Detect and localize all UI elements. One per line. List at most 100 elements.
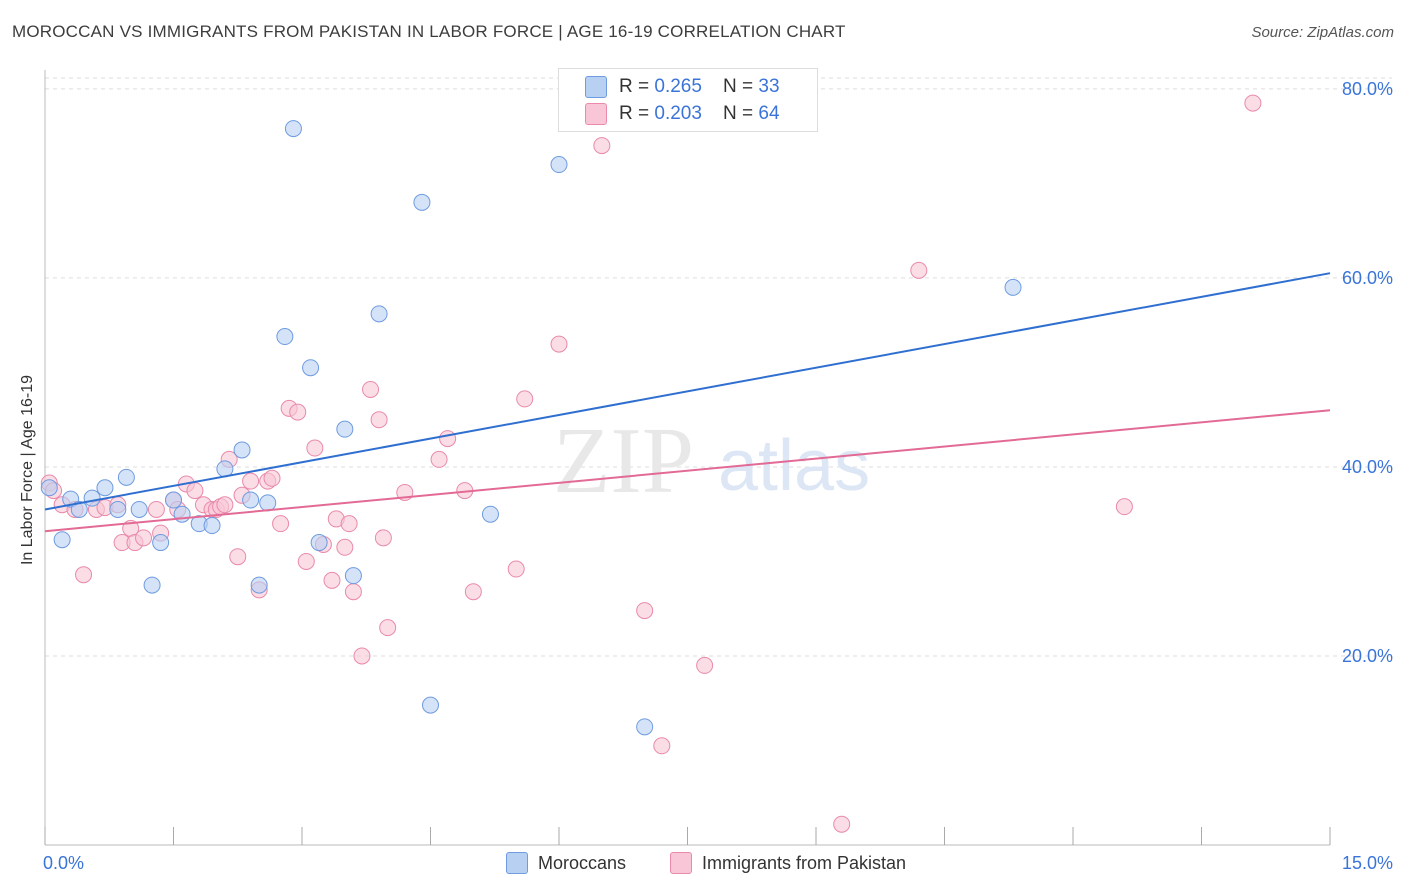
data-point [696,656,714,674]
source-credit: Source: ZipAtlas.com [1251,24,1394,41]
data-point [550,335,568,353]
data-point [130,500,148,518]
stats-row-moroccans: R = 0.265 N = 33 [585,75,780,99]
legend-label: Immigrants from Pakistan [702,852,907,873]
data-point [439,430,457,448]
data-point [636,718,654,736]
legend-item-moroccans[interactable]: Moroccans [506,852,626,874]
data-point [109,500,127,518]
data-point [284,120,302,138]
data-point [507,560,525,578]
data-point [147,500,165,518]
data-point [272,515,290,533]
data-point [374,529,392,547]
data-point [636,602,654,620]
chart-title: MOROCCAN VS IMMIGRANTS FROM PAKISTAN IN … [12,22,846,41]
data-point [340,515,358,533]
data-point [1115,498,1133,516]
data-point [276,328,294,346]
data-point [250,576,268,594]
pakistan-points [40,94,1262,833]
data-point [833,815,851,833]
data-point [550,156,568,174]
data-point [353,647,371,665]
r-label: R = [619,103,655,124]
data-point [263,469,281,487]
data-point [323,571,341,589]
data-point [259,494,277,512]
n-label: N = [723,103,759,124]
data-point [1004,278,1022,296]
moroccans-swatch [585,76,607,98]
legend-item-pakistan[interactable]: Immigrants from Pakistan [670,852,906,874]
data-point [336,420,354,438]
moroccans-points [40,120,1022,736]
data-point [430,450,448,468]
data-point [370,305,388,323]
data-point [229,548,247,566]
y-tick-label: 20.0% [1342,646,1393,666]
pakistan-swatch [670,852,692,874]
data-point [306,439,324,457]
r-label: R = [619,76,655,97]
ticks [44,827,1331,845]
tick-labels: 20.0% 40.0% 60.0% 80.0% 0.0% 15.0% [43,79,1393,873]
pakistan-swatch [585,103,607,125]
series-legend: Moroccans Immigrants from Pakistan [0,852,1406,878]
data-point [242,472,260,490]
x-tick-label: 15.0% [1342,853,1393,873]
n-value: 64 [758,103,780,124]
r-value: 0.265 [654,76,702,97]
data-point [216,496,234,514]
data-point [516,390,534,408]
watermark: ZIP atlas [553,409,870,513]
data-point [143,576,161,594]
data-point [53,531,71,549]
data-point [464,583,482,601]
data-point [344,583,362,601]
data-point [310,534,328,552]
y-tick-label: 60.0% [1342,268,1393,288]
pakistan-trend-line [44,409,1331,533]
watermark-zip: ZIP [553,409,694,513]
data-point [379,619,397,637]
moroccans-trend-line [44,272,1331,511]
y-tick-label: 80.0% [1342,79,1393,99]
data-point [344,567,362,585]
stats-legend: R = 0.265 N = 33 R = 0.203 N = 64 [558,68,818,132]
data-point [233,441,251,459]
grid-lines [45,77,1392,657]
data-point [481,505,499,523]
data-point [297,552,315,570]
data-point [413,193,431,211]
data-point [289,403,307,421]
data-point [83,489,101,507]
data-point [70,500,88,518]
data-point [165,491,182,509]
data-point [40,479,58,497]
data-point [370,411,388,429]
moroccans-swatch [506,852,528,874]
data-point [203,517,221,535]
data-point [910,261,928,279]
r-value: 0.203 [654,103,702,124]
data-point [653,737,671,755]
data-point [1244,94,1262,112]
data-point [336,538,354,556]
data-point [96,479,114,497]
data-point [302,359,320,377]
data-point [242,491,260,509]
data-point [75,566,93,584]
data-point [135,529,153,547]
n-value: 33 [758,76,780,97]
y-tick-label: 40.0% [1342,457,1393,477]
data-point [362,380,380,398]
data-point [593,137,611,155]
y-axis-label: In Labor Force | Age 16-19 [19,374,36,566]
trend-lines [44,272,1331,533]
legend-label: Moroccans [538,852,627,873]
stats-row-pakistan: R = 0.203 N = 64 [585,102,780,126]
n-label: N = [723,76,759,97]
data-point [422,696,439,714]
